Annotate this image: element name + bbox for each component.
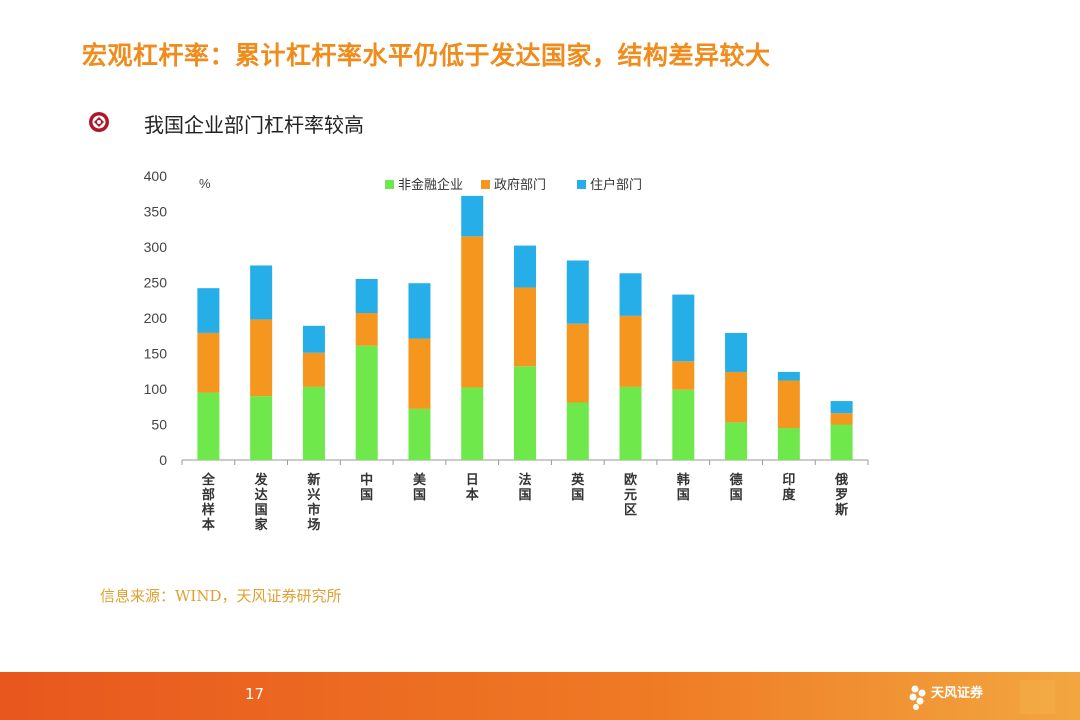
bar-segment: [566, 260, 589, 324]
y-tick-label: 0: [159, 452, 167, 468]
x-tick-label: 国: [360, 488, 373, 503]
x-tick-label: 国: [518, 488, 531, 503]
bar-segment: [830, 401, 853, 414]
x-tick-label: 法: [518, 472, 531, 488]
x-tick-label: 本: [466, 487, 479, 503]
x-tick-label: 英: [570, 472, 585, 488]
y-tick-label: 150: [144, 346, 168, 362]
bar-segment: [725, 332, 748, 372]
bar-segment: [461, 387, 484, 460]
bar-segment: [672, 389, 695, 460]
bar-segment: [197, 288, 220, 333]
bar-segment: [777, 428, 800, 460]
legend-swatch: [385, 180, 394, 189]
bar-segment: [725, 371, 748, 423]
x-tick-label: 场: [307, 518, 320, 533]
bar-segment: [355, 345, 378, 460]
bar-segment: [672, 294, 695, 362]
x-tick-label: 斯: [835, 502, 848, 518]
y-tick-label: 50: [151, 417, 167, 433]
bar-segment: [566, 323, 589, 403]
page-title: 宏观杠杆率：累计杠杆率水平仍低于发达国家，结构差异较大: [82, 41, 771, 70]
x-tick-label: 国: [730, 488, 743, 503]
bar-segment: [619, 386, 642, 460]
x-tick-label: 国: [255, 503, 268, 518]
y-tick-label: 100: [144, 381, 168, 397]
company-logo-text: 天风证券: [931, 686, 984, 701]
bar-segment: [302, 352, 325, 387]
chart-subtitle: 我国企业部门杠杆率较高: [144, 113, 364, 137]
bar-segment: [514, 366, 536, 460]
bar-segment: [514, 245, 536, 288]
x-tick-label: 俄: [834, 472, 848, 488]
bar-segment: [777, 380, 800, 429]
x-tick-label: 美: [413, 472, 427, 488]
x-tick-label: 印: [782, 473, 795, 488]
legend-label: 非金融企业: [398, 177, 463, 193]
bar-segment: [830, 424, 853, 460]
y-tick-label: 300: [144, 239, 168, 255]
x-tick-label: 部: [202, 487, 215, 503]
legend-label: 住户部门: [590, 177, 642, 193]
bar-segment: [461, 236, 484, 388]
bar-segment: [197, 392, 220, 460]
bar-segment: [408, 283, 431, 339]
legend-swatch: [577, 180, 586, 189]
y-tick-label: 250: [144, 275, 168, 291]
x-tick-label: 欧: [624, 472, 637, 488]
bar-segment: [355, 278, 378, 314]
x-tick-label: 样: [202, 502, 215, 518]
bar-segment: [830, 413, 853, 425]
bar-segment: [725, 422, 748, 460]
legend-swatch: [481, 180, 490, 189]
legend-label: 政府部门: [494, 178, 546, 193]
x-tick-label: 元: [624, 488, 637, 503]
bullet-icon: [89, 112, 109, 132]
bar-segment: [250, 396, 273, 460]
y-tick-label: 400: [144, 168, 168, 184]
bar-segment: [514, 287, 536, 367]
page-number: 17: [245, 685, 265, 703]
x-tick-label: 全: [201, 472, 216, 488]
x-tick-label: 本: [202, 517, 215, 533]
x-tick-label: 中: [360, 472, 373, 488]
y-tick-label: 200: [144, 310, 168, 326]
x-tick-label: 韩: [677, 472, 690, 488]
bar-segment: [461, 195, 484, 237]
x-tick-label: 兴: [307, 487, 320, 503]
x-tick-label: 国: [677, 488, 690, 503]
bar-segment: [355, 313, 378, 346]
x-tick-label: 发: [254, 472, 269, 488]
bar-segment: [408, 338, 431, 409]
x-tick-label: 国: [413, 488, 426, 503]
x-tick-label: 日: [466, 473, 479, 488]
bar-segment: [672, 361, 695, 390]
bar-segment: [619, 273, 642, 316]
bar-segment: [777, 371, 800, 381]
bar-segment: [619, 315, 642, 387]
bar-segment: [566, 402, 589, 460]
footer-bar: [0, 672, 1080, 720]
bar-segment: [302, 325, 325, 353]
x-tick-label: 德: [730, 472, 743, 488]
bar-segment: [250, 319, 273, 397]
x-tick-label: 度: [782, 487, 796, 503]
x-tick-label: 区: [624, 503, 637, 518]
source-note: 信息来源：WIND，天风证券研究所: [100, 587, 342, 605]
bar-segment: [302, 386, 325, 460]
bar-segment: [250, 265, 273, 320]
x-tick-label: 罗: [835, 488, 848, 503]
flower-icon: [909, 680, 1055, 714]
x-tick-label: 市: [307, 502, 320, 518]
bar-segment: [408, 408, 431, 460]
x-tick-label: 国: [571, 488, 584, 503]
x-tick-label: 新: [307, 472, 320, 488]
bar-segment: [197, 332, 220, 393]
x-tick-label: 家: [255, 517, 269, 533]
x-tick-label: 达: [255, 487, 268, 503]
unit-label: %: [199, 176, 211, 191]
y-tick-label: 350: [144, 204, 168, 220]
